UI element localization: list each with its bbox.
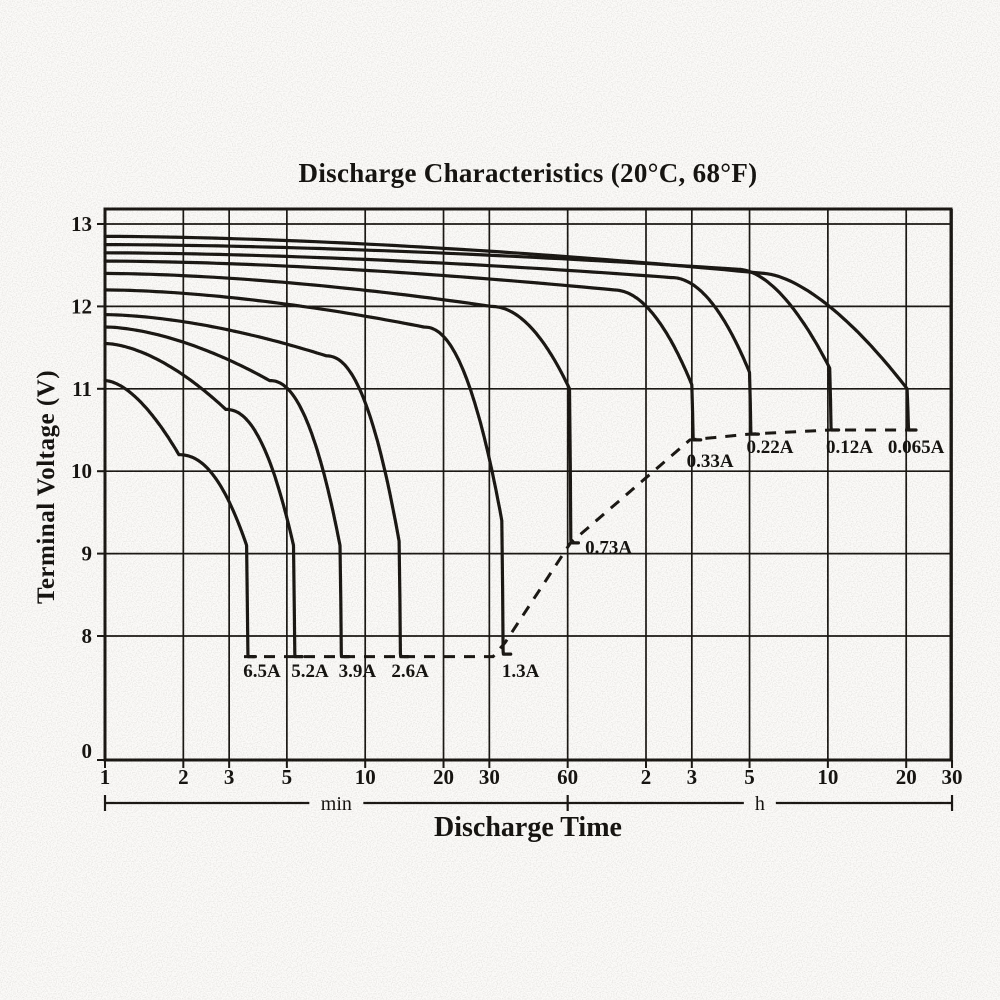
discharge-curve-0.22A: [103, 251, 760, 436]
x-tick-label-min: 60: [557, 765, 578, 789]
curve-label-5.2A: 5.2A: [291, 661, 329, 682]
discharge-curve-6.5A: [103, 379, 257, 659]
x-tick-label-h: 3: [687, 765, 698, 789]
x-tick-label-h: 2: [641, 765, 652, 789]
x-axis-title: Discharge Time: [434, 812, 622, 843]
discharge-curve-2.6A: [103, 313, 410, 659]
discharge-curve-5.2A: [103, 341, 304, 659]
y-tick-label: 10: [71, 459, 92, 483]
x-tick-label-min: 30: [479, 765, 500, 789]
curve-label-1.3A: 1.3A: [502, 661, 540, 682]
y-tick-label: 13: [71, 212, 92, 236]
discharge-curve-3.9A: [103, 325, 351, 659]
curve-label-3.9A: 3.9A: [339, 661, 377, 682]
discharge-curve-0.12A: [103, 243, 841, 432]
x-tick-label-h: 5: [744, 765, 755, 789]
x-tick-label-h: 20: [896, 765, 917, 789]
curve-label-0.12A: 0.12A: [826, 437, 873, 458]
curve-label-0.065A: 0.065A: [888, 437, 945, 458]
curve-label-6.5A: 6.5A: [243, 661, 281, 682]
discharge-curve-0.33A: [103, 259, 703, 442]
y-tick-label: 8: [82, 624, 93, 648]
x-tick-label-h: 30: [942, 765, 963, 789]
curve-label-0.22A: 0.22A: [746, 437, 793, 458]
curve-label-0.73A: 0.73A: [585, 538, 632, 559]
x-tick-label-h: 10: [817, 765, 838, 789]
x-tick-label-min: 2: [178, 765, 189, 789]
y-tick-label: 9: [82, 542, 93, 566]
y-tick-label: 12: [71, 294, 92, 318]
curve-label-0.33A: 0.33A: [687, 451, 734, 472]
curve-label-2.6A: 2.6A: [391, 661, 429, 682]
x-tick-label-min: 20: [433, 765, 454, 789]
y-tick-label: 0: [82, 739, 93, 763]
x-tick-label-min: 1: [100, 765, 111, 789]
x-tick-label-min: 5: [282, 765, 293, 789]
y-tick-label: 11: [72, 377, 92, 401]
x-tick-label-min: 3: [224, 765, 235, 789]
x-tick-label-min: 10: [355, 765, 376, 789]
